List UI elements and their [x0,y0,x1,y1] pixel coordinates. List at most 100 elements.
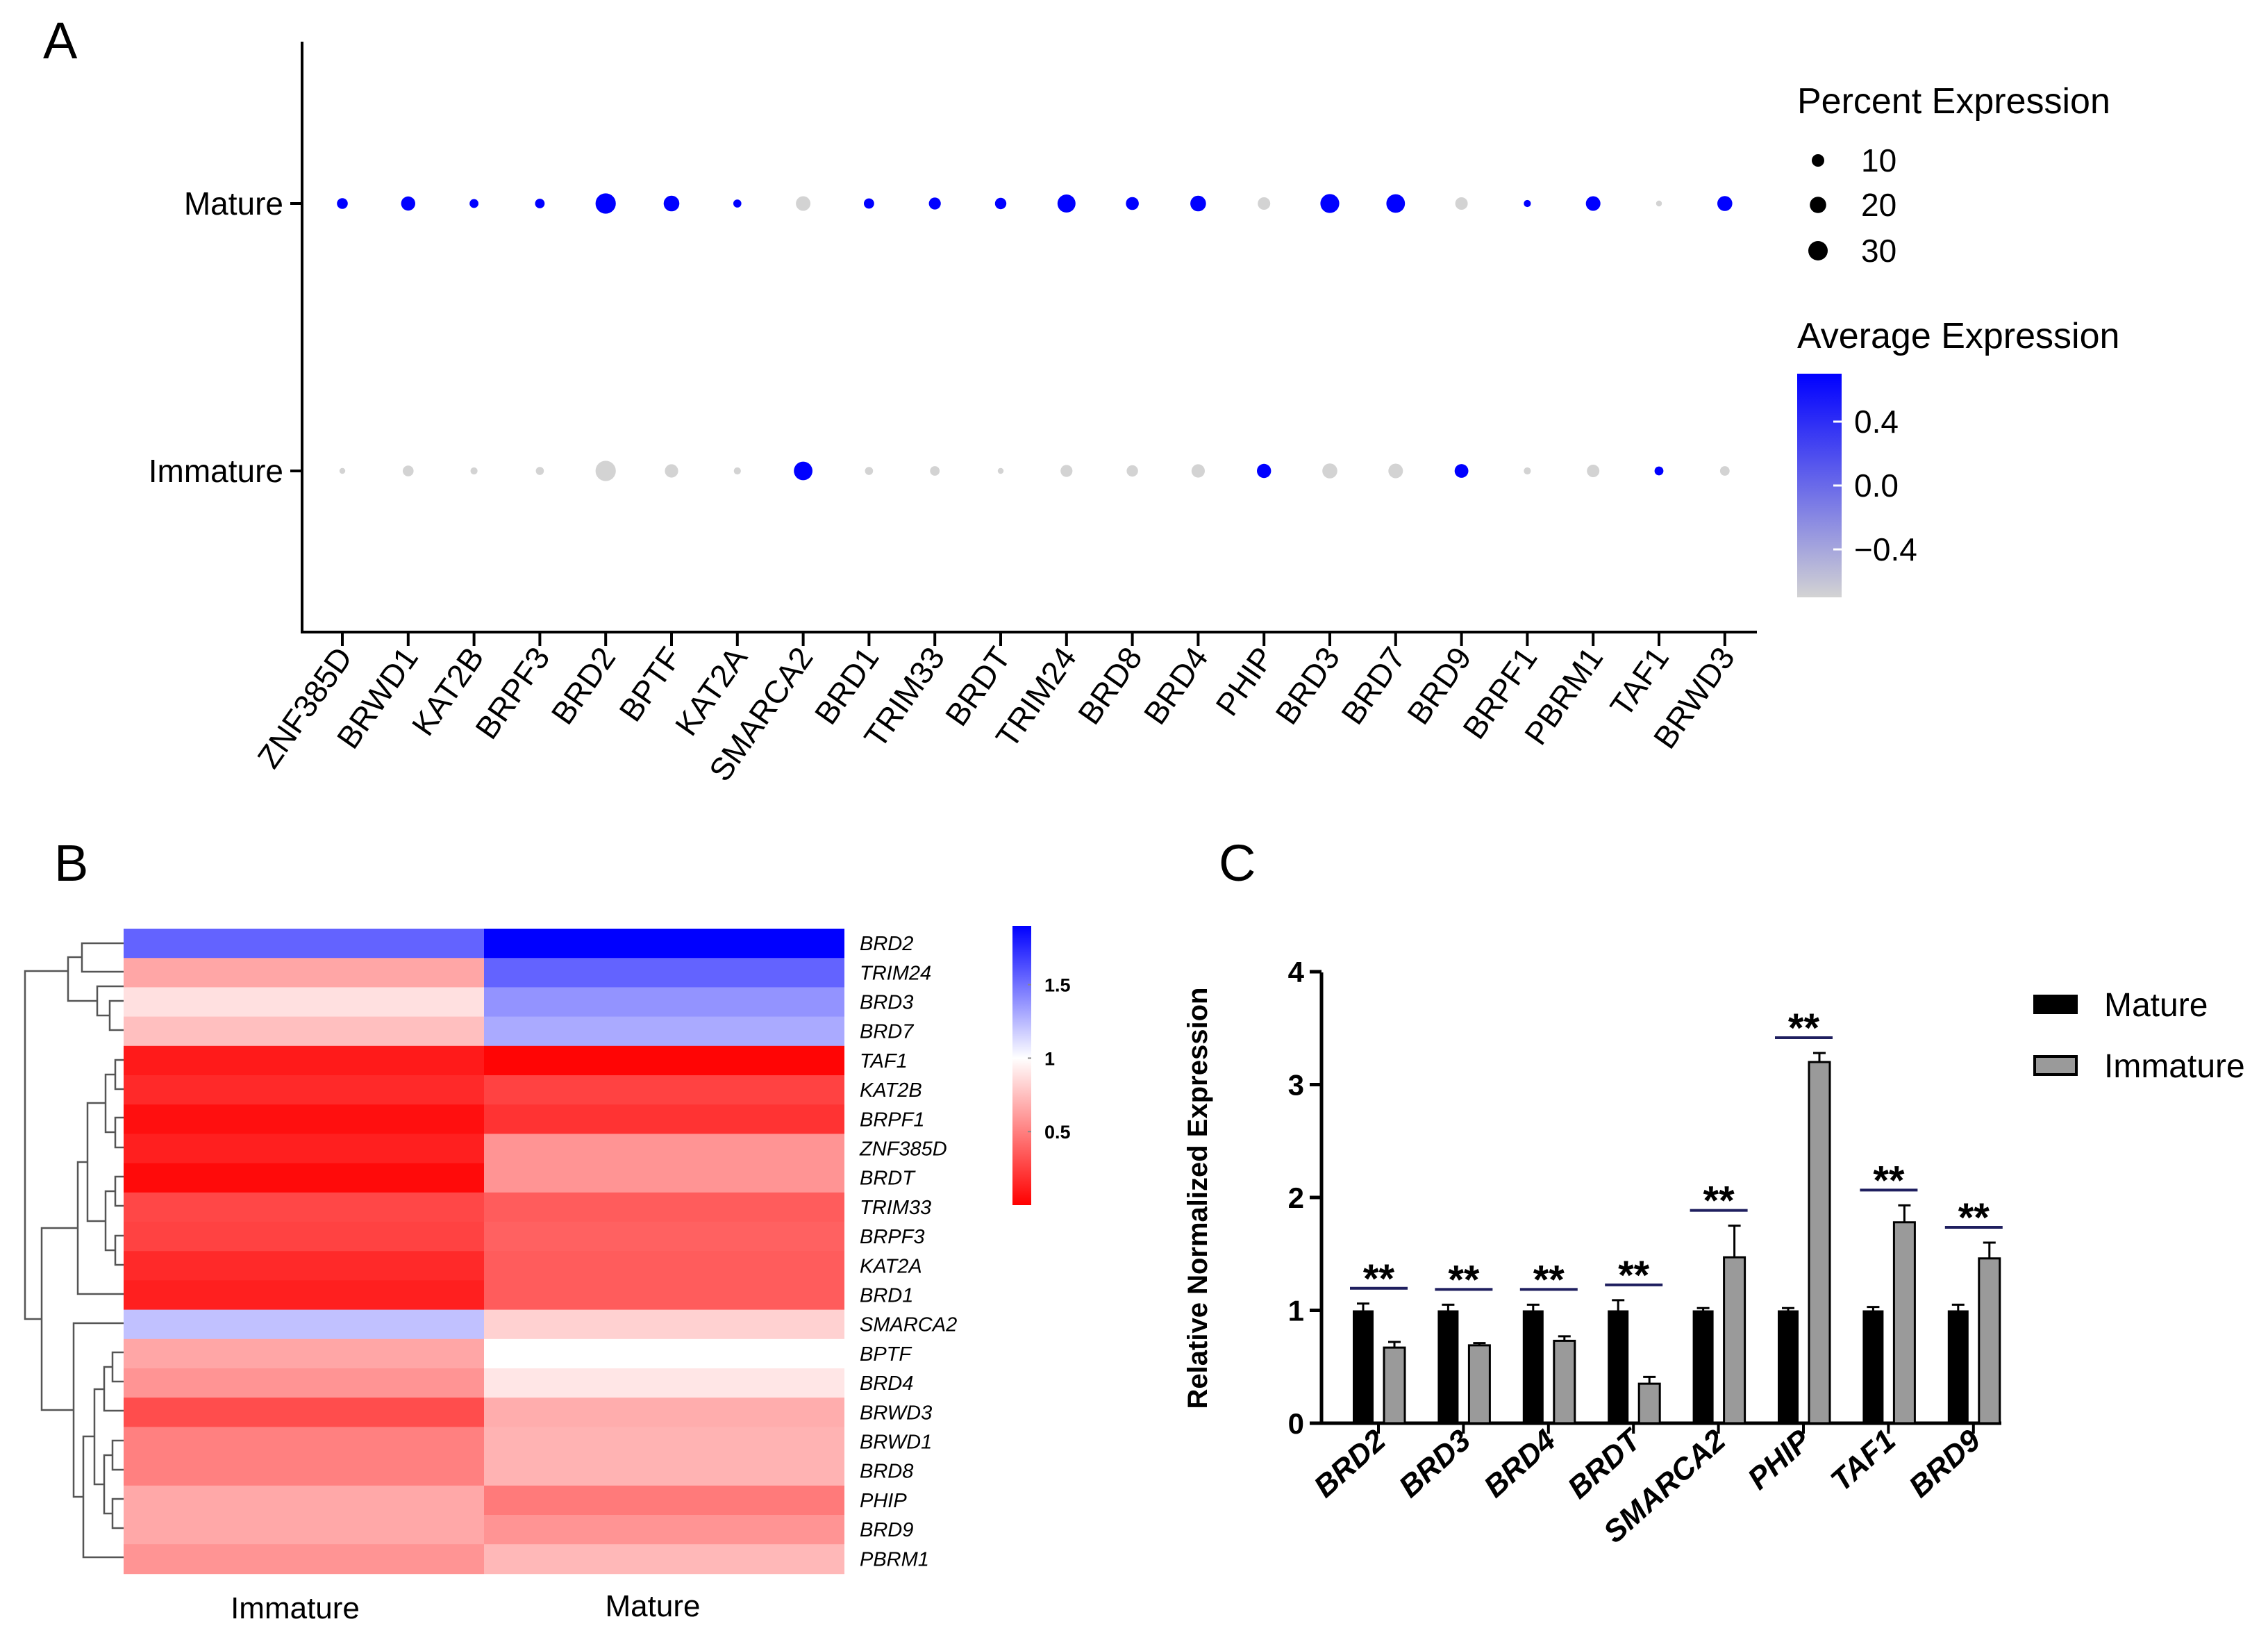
dot-immature-brd9 [1454,464,1469,478]
dot-immature-trim24 [1060,465,1073,477]
colorbar-label: 0.5 [1044,1122,1071,1143]
heatmap-row-label: PBRM1 [860,1548,929,1570]
heatmap-row-label: BRD4 [860,1373,913,1395]
dot-immature-brd4 [1191,464,1205,478]
heatmap-cell-brd7-mature [484,1016,844,1047]
bar-panel: C Relative Normalized Expression 0 1 2 3 4 *… [1183,834,2245,1550]
dot-mature-brd7 [1386,194,1406,213]
heatmap-row-label: KAT2B [860,1079,922,1102]
heatmap-cell-brdt-immature [124,1163,484,1193]
dot-immature-phip [1257,463,1271,479]
dotplot-group-label: Immature [149,453,283,489]
heatmap-cell-phip-mature [484,1485,844,1516]
color-legend-label: −0.4 [1854,531,1917,567]
dotplot-gene-label: BRD3 [1268,640,1346,731]
heatmap-row-label: BRDT [860,1168,916,1190]
dot-mature-brpf1 [1524,199,1531,208]
bar-mature-brdt [1608,1310,1629,1423]
heatmap-cell-taf1-mature [484,1045,844,1076]
heatmap-cell-pbrm1-immature [124,1544,484,1575]
significance-label: ** [1788,1006,1820,1051]
dotplot-gene-label: BRD4 [1137,640,1215,731]
dot-mature-kat2a [733,199,742,208]
heatmap-cell-brd9-mature [484,1515,844,1545]
bar-mature-brd3 [1437,1310,1459,1423]
panel-a-label: A [43,12,78,69]
significance-label: ** [1533,1257,1565,1302]
heatmap-cell-kat2a-immature [124,1251,484,1282]
error-bar [1983,1241,1996,1259]
panel-b-label: B [54,834,88,892]
dot-immature-brd7 [1388,463,1403,479]
error-bar [1813,1052,1826,1062]
heatmap-cell-brd3-immature [124,987,484,1018]
heatmap-panel: B [24,834,1071,1625]
heatmap-row-label: TAF1 [860,1050,908,1072]
size-legend-dot [1808,241,1828,260]
row-dendrogram [24,942,124,1559]
heatmap-cell-brd2-immature [124,929,484,959]
heatmap-cell-brwd1-mature [484,1427,844,1457]
bar-y-axis-label: Relative Normalized Expression [1183,988,1213,1409]
dot-mature-pbrm1 [1585,196,1601,211]
dot-immature-brpf3 [535,467,544,475]
bar-ytick-label: 1 [1288,1295,1304,1327]
dot-mature-brpf3 [535,199,545,208]
dot-mature-brwd3 [1717,196,1733,211]
color-legend-label: 0.4 [1854,404,1899,440]
bar-mature-brd4 [1522,1310,1544,1423]
heatmap-cell-pbrm1-mature [484,1544,844,1575]
dot-mature-brd8 [1126,197,1139,210]
bar-category-label: BRD3 [1392,1423,1477,1504]
size-legend-label: 20 [1861,187,1896,223]
colorbar-label: 1 [1044,1048,1055,1069]
heatmap-row-label: BRWD3 [860,1402,932,1424]
bar-mature-brd9 [1947,1310,1969,1423]
heatmap-cell-brd1-immature [124,1280,484,1311]
dot-mature-taf1 [1656,200,1662,207]
heatmap-row-label: BRD1 [860,1285,913,1307]
dot-mature-brd9 [1455,197,1468,210]
size-legend-dot [1812,154,1824,167]
heatmap-row-label: ZNF385D [859,1138,947,1161]
heatmap-cell-kat2a-mature [484,1251,844,1282]
dot-mature-brd2 [595,193,616,214]
heatmap-cell-trim24-immature [124,958,484,988]
legend-label-mature: Mature [2104,987,2208,1024]
bar-category-label: TAF1 [1824,1423,1902,1498]
heatmap-colorbar [1012,926,1031,1205]
dot-immature-kat2a [733,467,741,475]
bar-ytick-label: 3 [1288,1069,1304,1102]
error-bar [1898,1204,1911,1222]
heatmap-col-label-mature: Mature [606,1589,701,1623]
dot-immature-brd3 [1322,463,1337,479]
heatmap-cell-trim24-mature [484,958,844,988]
heatmap-row-label: BPTF [860,1343,912,1366]
significance-label: ** [1703,1179,1735,1224]
heatmap-cell-phip-immature [124,1485,484,1516]
error-bar [1867,1306,1880,1311]
heatmap-cell-bptf-immature [124,1338,484,1369]
dot-immature-brd8 [1126,465,1138,477]
heatmap-row-label: TRIM24 [860,962,931,984]
dot-immature-brd1 [865,467,874,475]
bar-immature-brd3 [1467,1344,1491,1425]
dotplot-gene-label: ZNF385D [250,640,359,774]
color-legend-title: Average Expression [1797,316,2119,356]
heatmap-cell-brwd3-immature [124,1398,484,1428]
bar-mature-phip [1778,1310,1799,1423]
bar-category-label: PHIP [1742,1423,1818,1497]
dot-immature-brwd1 [403,465,414,476]
colorbar-label: 1.5 [1044,975,1071,996]
size-legend-label: 10 [1861,142,1896,179]
heatmap-row-label: PHIP [860,1490,907,1512]
heatmap-row-label: BRD7 [860,1021,915,1043]
dot-mature-trim24 [1057,194,1076,213]
heatmap-cell-znf385d-immature [124,1134,484,1164]
error-bar [1782,1307,1794,1311]
heatmap-cell-brpf1-mature [484,1104,844,1135]
dot-mature-brwd1 [401,196,415,211]
bar-immature-phip [1808,1061,1831,1425]
error-bar [1388,1341,1401,1348]
